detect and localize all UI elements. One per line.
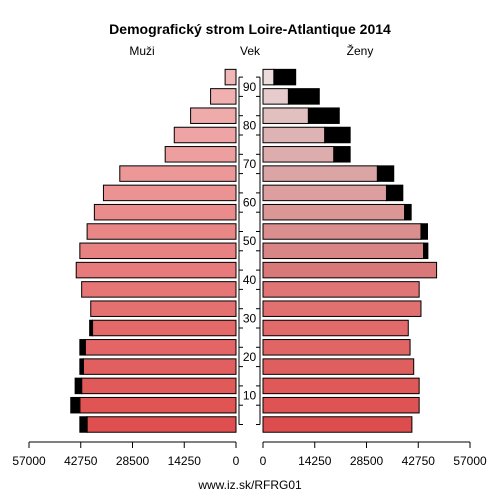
female-bar-35-39: [262, 281, 420, 298]
male-excess-5-9: [70, 396, 81, 414]
female-header: Ženy: [347, 43, 374, 58]
male-bar-45-49: [79, 242, 237, 260]
male-excess-25-29: [89, 319, 94, 337]
age-tick-label: 80: [243, 118, 257, 132]
female-x-tick-label: 28500: [350, 454, 384, 468]
female-excess-50-54: [420, 223, 429, 240]
female-bar-85-89: [262, 88, 289, 105]
male-bar-10-14: [81, 377, 237, 395]
male-bar-5-9: [79, 396, 237, 414]
age-tick-label: 90: [243, 80, 257, 94]
female-bar-80-84: [262, 107, 309, 124]
male-bar-75-79: [173, 126, 237, 144]
age-tick-label: 20: [243, 350, 257, 364]
female-bar-40-44: [262, 261, 438, 279]
female-excess-75-79: [324, 126, 351, 144]
male-bar-80-84: [190, 107, 237, 124]
female-bar-90+: [262, 68, 275, 86]
male-bar-0-4: [86, 416, 237, 433]
age-header: Vek: [240, 44, 261, 58]
chart-title: Demografický strom Loire-Atlantique 2014: [109, 21, 391, 37]
male-bar-60-64: [102, 184, 237, 202]
male-bar-50-54: [86, 223, 237, 240]
male-bar-55-59: [93, 203, 237, 221]
age-tick-label: 70: [243, 157, 257, 171]
male-bar-40-44: [75, 261, 237, 279]
female-excess-90+: [273, 68, 297, 86]
female-bar-30-34: [262, 300, 422, 317]
female-bar-55-59: [262, 203, 406, 221]
female-x-tick-label: 14250: [298, 454, 332, 468]
source-footer: www.iz.sk/RFRG01: [197, 478, 302, 492]
male-x-tick-label: 28500: [116, 454, 150, 468]
age-tick-label: 50: [243, 234, 257, 248]
male-bar-25-29: [92, 319, 237, 337]
male-bar-30-34: [90, 300, 237, 317]
male-excess-10-14: [74, 377, 83, 395]
male-bar-85-89: [210, 88, 237, 105]
female-excess-45-49: [423, 242, 429, 260]
female-bar-5-9: [262, 396, 420, 414]
age-tick-label: 60: [243, 196, 257, 210]
axes-group: 57000 57000 42750 42750 28500 28500 14250 14250…: [12, 76, 487, 468]
female-x-tick-label: 57000: [453, 454, 487, 468]
female-bar-65-69: [262, 165, 378, 182]
male-bar-70-74: [164, 146, 237, 163]
male-x-tick-label: 42750: [64, 454, 98, 468]
female-bar-45-49: [262, 242, 425, 260]
male-x-tick-label: 0: [233, 454, 240, 468]
female-x-tick-label: 42750: [402, 454, 436, 468]
female-x-tick-label: 0: [260, 454, 267, 468]
bars-group: [70, 68, 438, 433]
female-excess-70-74: [333, 146, 351, 163]
female-bar-20-24: [262, 339, 411, 356]
male-x-tick-label: 14250: [168, 454, 202, 468]
female-bar-75-79: [262, 126, 326, 144]
age-tick-label: 40: [243, 273, 257, 287]
male-bar-90+: [224, 68, 237, 86]
female-bar-0-4: [262, 416, 413, 433]
female-excess-60-64: [385, 184, 404, 202]
female-bar-50-54: [262, 223, 422, 240]
male-header: Muži: [129, 44, 154, 58]
female-bar-70-74: [262, 146, 335, 163]
age-tick-label: 10: [243, 389, 257, 403]
age-tick-label: 30: [243, 311, 257, 325]
female-bar-15-19: [262, 358, 415, 375]
female-excess-55-59: [404, 203, 412, 221]
female-bar-10-14: [262, 377, 420, 395]
female-bar-60-64: [262, 184, 387, 202]
male-excess-0-4: [79, 416, 88, 433]
male-bar-65-69: [119, 165, 237, 182]
male-bar-35-39: [81, 281, 237, 298]
male-x-tick-label: 57000: [12, 454, 46, 468]
male-bar-20-24: [84, 339, 237, 356]
male-excess-20-24: [79, 339, 86, 356]
female-excess-80-84: [307, 107, 340, 124]
male-bar-15-19: [82, 358, 237, 375]
female-bar-25-29: [262, 319, 409, 337]
female-excess-85-89: [287, 88, 320, 105]
male-excess-15-19: [79, 358, 84, 375]
female-excess-65-69: [376, 165, 395, 182]
